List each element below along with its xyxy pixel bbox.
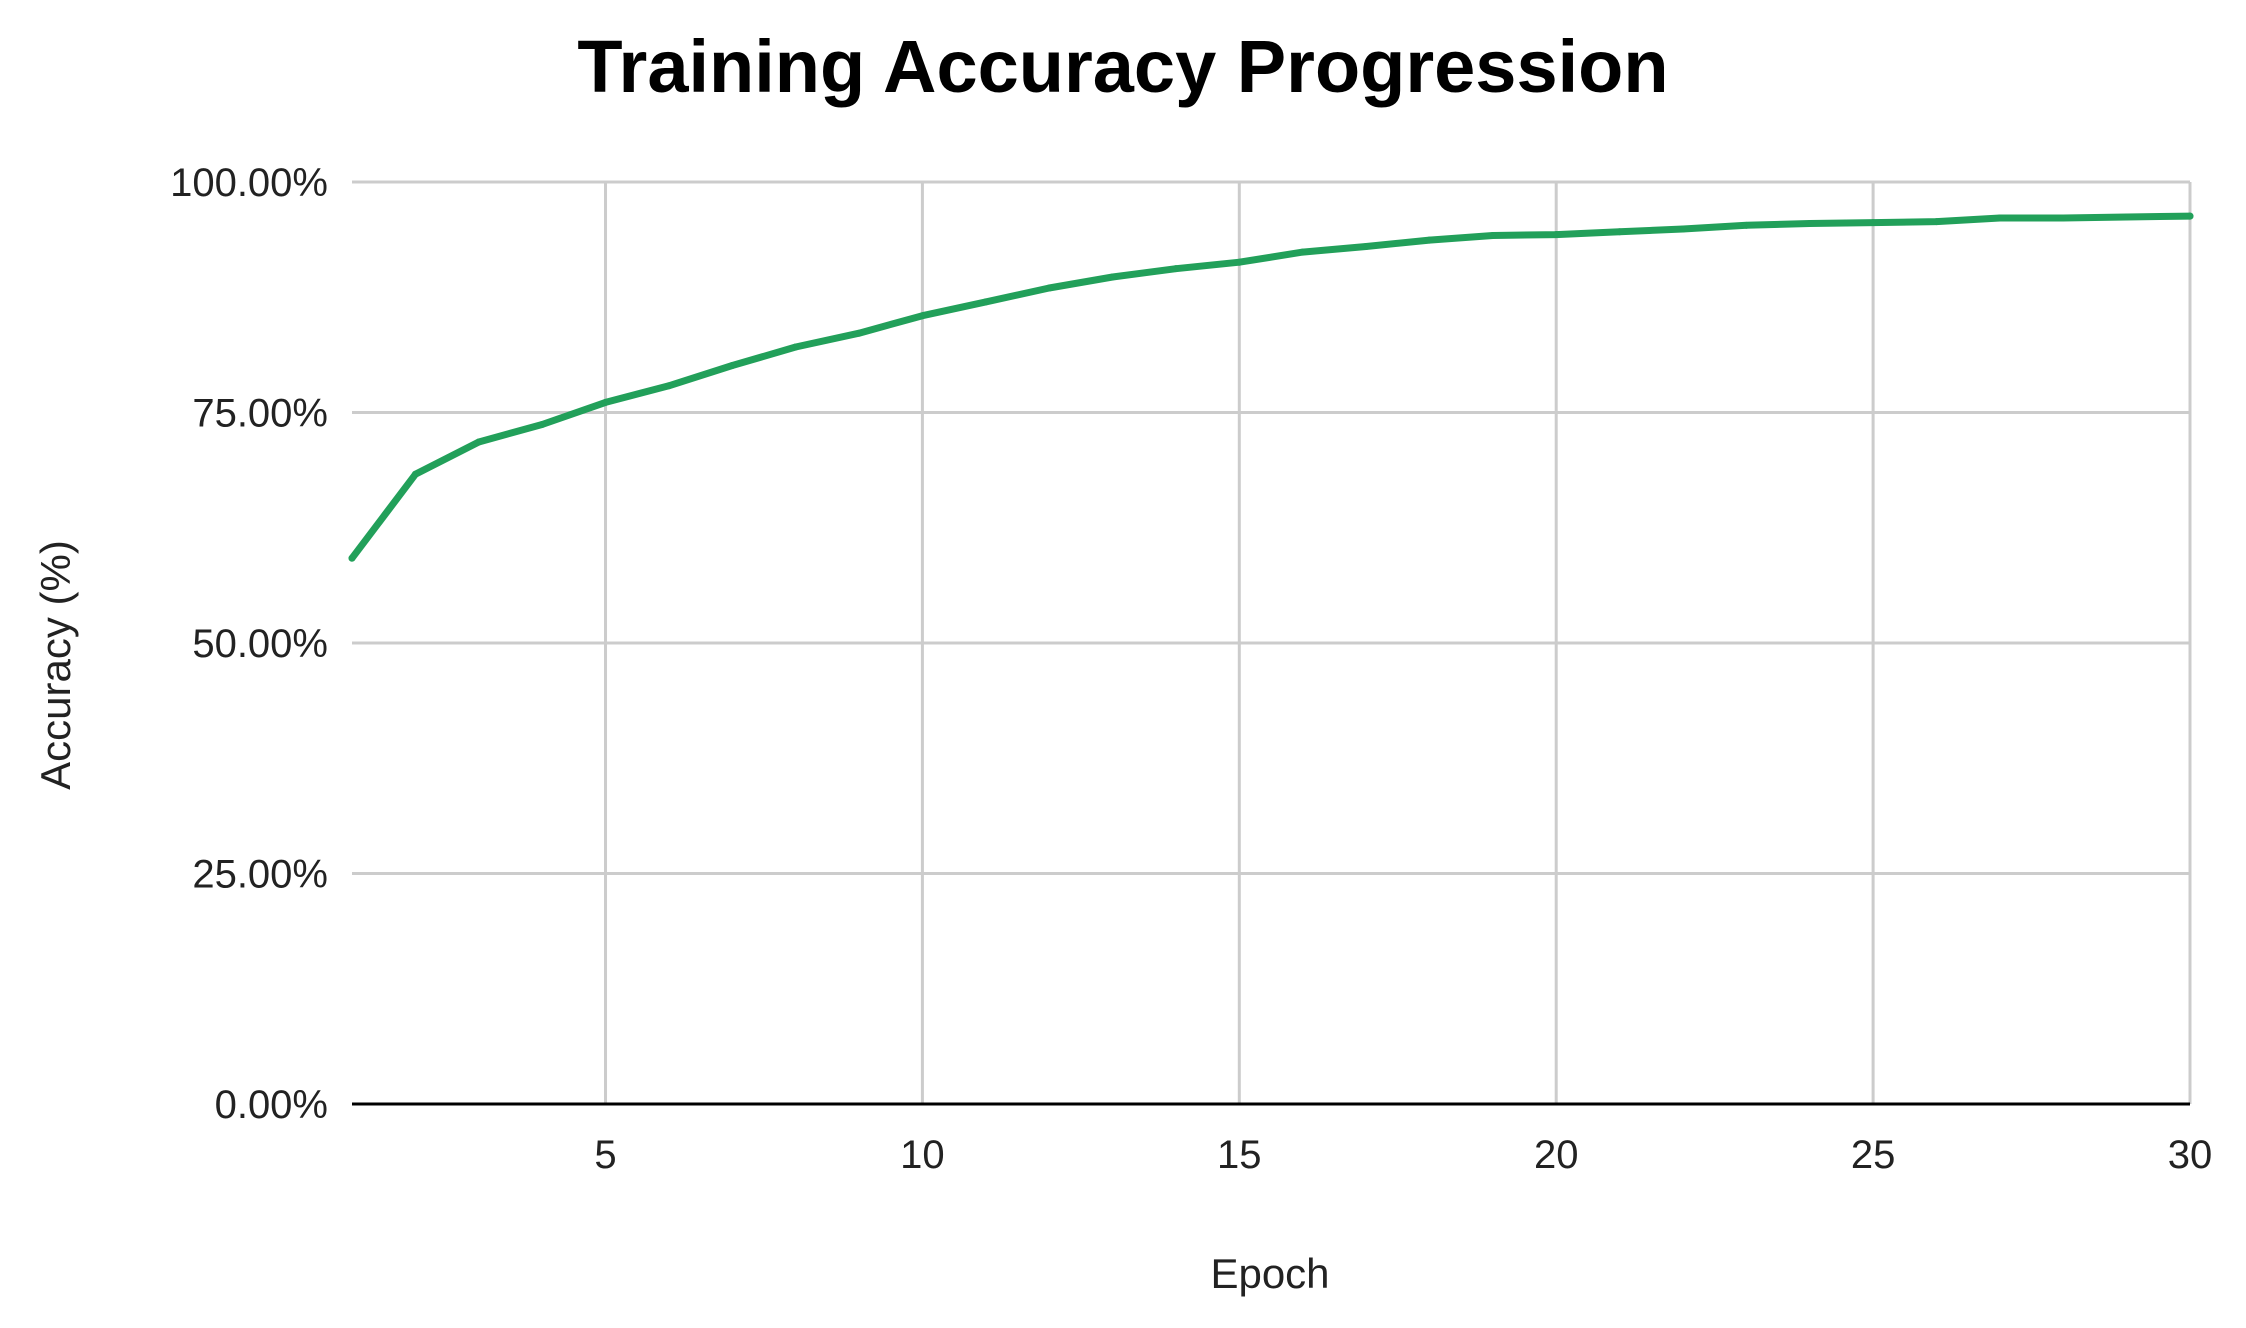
- x-tick-label: 30: [2168, 1133, 2213, 1177]
- y-tick-label: 25.00%: [192, 853, 328, 897]
- chart-title: Training Accuracy Progression: [577, 25, 1669, 108]
- x-tick-label: 15: [1217, 1133, 1262, 1177]
- y-tick-label: 50.00%: [192, 622, 328, 666]
- data-point: [792, 343, 800, 351]
- series-layer: [348, 212, 2194, 562]
- data-point: [1679, 225, 1687, 233]
- y-tick-label: 100.00%: [170, 161, 328, 205]
- data-point: [2059, 214, 2067, 222]
- data-point: [348, 554, 356, 562]
- data-point: [728, 361, 736, 369]
- data-point: [1552, 231, 1560, 239]
- accuracy-series-line: [348, 212, 2194, 562]
- data-point: [1045, 284, 1053, 292]
- data-point: [1489, 231, 1497, 239]
- data-point: [2123, 213, 2131, 221]
- data-point: [1172, 265, 1180, 273]
- x-tick-label: 25: [1851, 1133, 1896, 1177]
- data-point: [1996, 214, 2004, 222]
- x-tick-label: 5: [594, 1133, 616, 1177]
- data-point: [2186, 212, 2194, 220]
- grid-lines: [352, 180, 2192, 1104]
- data-point: [1299, 248, 1307, 256]
- data-point: [1425, 236, 1433, 244]
- data-point: [1806, 219, 1814, 227]
- data-point: [982, 298, 990, 306]
- x-axis-title: Epoch: [1210, 1250, 1329, 1297]
- y-tick-label: 0.00%: [215, 1083, 328, 1127]
- x-tick-label: 10: [900, 1133, 945, 1177]
- data-point: [1362, 243, 1370, 251]
- data-point: [411, 470, 419, 478]
- data-point: [538, 420, 546, 428]
- data-point: [1742, 221, 1750, 229]
- data-point: [1235, 258, 1243, 266]
- y-tick-label: 75.00%: [192, 392, 328, 436]
- data-point: [1932, 218, 1940, 226]
- data-point: [1109, 273, 1117, 281]
- data-point: [475, 438, 483, 446]
- data-point: [1869, 219, 1877, 227]
- tick-labels: 0.00% 25.00% 50.00% 75.00% 100.00% 5 10 15 20 25 3…: [170, 161, 2212, 1177]
- data-point: [918, 312, 926, 320]
- x-tick-label: 20: [1534, 1133, 1579, 1177]
- data-point: [665, 382, 673, 390]
- data-point: [1616, 228, 1624, 236]
- y-axis-title: Accuracy (%): [32, 540, 79, 790]
- data-point: [855, 329, 863, 337]
- data-point: [602, 398, 610, 406]
